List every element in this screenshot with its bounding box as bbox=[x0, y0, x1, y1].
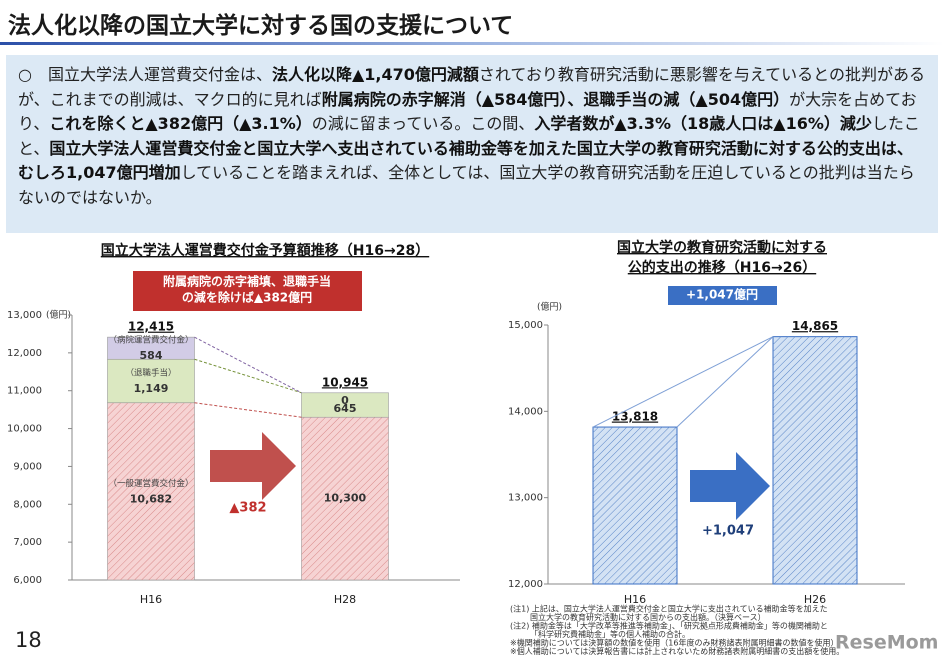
bar-hatch bbox=[593, 427, 677, 584]
callout-box bbox=[668, 286, 777, 305]
y-tick-label: 12,000 bbox=[7, 348, 42, 359]
footnote: 国立大学の教育研究活動に対する国からの支出額。（決算ベース） bbox=[530, 612, 766, 622]
connector bbox=[194, 402, 302, 418]
bar-segment bbox=[301, 392, 389, 418]
summary-text: ○ 国立大学法人運営費交付金は、 bbox=[18, 65, 272, 84]
page-number: 18 bbox=[15, 628, 42, 652]
footnote: (注2) 補助金等は「大学改革等推進等補助金」、「研究拠点形成費補助金」等の機関… bbox=[510, 621, 828, 631]
callout-text: の減を除けば▲382億円 bbox=[182, 290, 312, 305]
y-tick-label: 7,000 bbox=[13, 537, 42, 548]
value-label: 645 bbox=[334, 402, 357, 415]
value-label: 1,149 bbox=[134, 382, 169, 395]
y-tick-label: 10,000 bbox=[7, 424, 42, 435]
connector bbox=[592, 336, 774, 428]
x-tick-label: H26 bbox=[804, 593, 826, 606]
summary-text: していることを踏まえれば、全体としては、国立大学の教育研究活動を圧迫しているとの… bbox=[18, 163, 915, 207]
y-tick-label: 13,000 bbox=[508, 493, 543, 504]
logo: ReseMom bbox=[835, 632, 938, 654]
chart-title: 国立大学の教育研究活動に対する bbox=[617, 239, 827, 256]
value-label: 14,865 bbox=[792, 319, 838, 333]
footnote: ※機関補助については決算額の数値を使用（16年度のみ財務諸表附属明細書の数値を使… bbox=[510, 638, 838, 648]
chart-title: 国立大学法人運営費交付金予算額推移（H16→28） bbox=[101, 242, 429, 259]
y-tick-label: 11,000 bbox=[7, 386, 42, 397]
slide-title: 法人化以降の国立大学に対する国の支援について bbox=[8, 13, 514, 39]
value-label: 584 bbox=[140, 349, 163, 362]
y-tick-label: 8,000 bbox=[13, 499, 42, 510]
segment-name: （病院運営費交付金） bbox=[108, 335, 193, 346]
value-label: 13,818 bbox=[612, 410, 658, 424]
y-axis-unit: (億円) bbox=[537, 301, 562, 313]
callout-text: +1,047億円 bbox=[686, 287, 758, 302]
value-label: 10,682 bbox=[130, 492, 172, 505]
summary-text: これを除くと▲382億円（▲3.1%） bbox=[49, 114, 312, 133]
value-label: 10,300 bbox=[324, 492, 367, 505]
segment-name: （退職手当） bbox=[125, 368, 176, 379]
x-tick-label: H16 bbox=[624, 593, 646, 606]
bar-segment bbox=[107, 336, 195, 360]
y-tick-label: 12,000 bbox=[508, 579, 543, 590]
summary-text: の減に留まっている。この間、 bbox=[311, 114, 535, 133]
value-label: 0 bbox=[341, 394, 349, 407]
connector bbox=[194, 358, 302, 394]
footnote: 「科学研究費補助金」等の個人補助の合計。 bbox=[530, 629, 690, 639]
y-tick-label: 13,000 bbox=[7, 310, 42, 321]
footnote: ※個人補助については決算報告書には計上されないため財務諸表附属明細書の支出額を使… bbox=[510, 646, 844, 656]
summary-text: 附属病院の赤字解消（▲584億円）、退職手当の減（▲504億円） bbox=[321, 89, 790, 109]
x-tick-label: H28 bbox=[334, 593, 356, 606]
bar-hatch bbox=[301, 417, 389, 580]
connector bbox=[194, 336, 302, 394]
total-label: 12,415 bbox=[128, 320, 174, 334]
y-axis-unit: (億円) bbox=[46, 309, 71, 321]
connector bbox=[676, 336, 774, 428]
summary-text: 入学者数が▲3.3%（18歳人口は▲16%）減少 bbox=[534, 114, 872, 133]
y-tick-label: 15,000 bbox=[508, 320, 543, 331]
summary-text: 法人化以降▲1,470億円減額 bbox=[271, 65, 479, 84]
footnote: (注1) 上記は、国立大学法人運営費交付金と国立大学に支出されている補助金等を加… bbox=[510, 604, 828, 614]
bar-hatch bbox=[773, 336, 857, 584]
callout-text: 附属病院の赤字補填、退職手当 bbox=[163, 274, 331, 289]
segment-name: （一般運営費交付金） bbox=[108, 478, 193, 489]
summary-text: したこと、 bbox=[18, 114, 920, 158]
summary-box: ○ 国立大学法人運営費交付金は、法人化以降▲1,470億円減額されており教育研究… bbox=[6, 55, 938, 233]
increase-arrow bbox=[690, 452, 770, 520]
callout-box bbox=[133, 271, 362, 311]
bar-segment bbox=[107, 358, 195, 404]
summary-text: されており教育研究活動に悪影響を与えているとの批判があるが、これまでの削減は、マ… bbox=[18, 65, 925, 109]
y-tick-label: 9,000 bbox=[13, 461, 42, 472]
summary-text: が大宗を占めており、 bbox=[18, 89, 917, 134]
y-tick-label: 14,000 bbox=[508, 406, 543, 417]
x-tick-label: H16 bbox=[140, 593, 162, 606]
chart-title: 公的支出の推移（H16→26） bbox=[628, 259, 816, 276]
decrease-arrow bbox=[210, 432, 296, 500]
summary-text: 国立大学法人運営費交付金と国立大学へ支出されている補助金等を加えた国立大学の教育… bbox=[18, 138, 913, 183]
title-rule bbox=[0, 42, 944, 45]
y-tick-label: 6,000 bbox=[13, 575, 42, 586]
bar-hatch bbox=[107, 402, 195, 580]
annotation: ▲382 bbox=[229, 501, 266, 516]
annotation: +1,047 bbox=[702, 524, 754, 539]
total-label: 10,945 bbox=[322, 375, 368, 389]
